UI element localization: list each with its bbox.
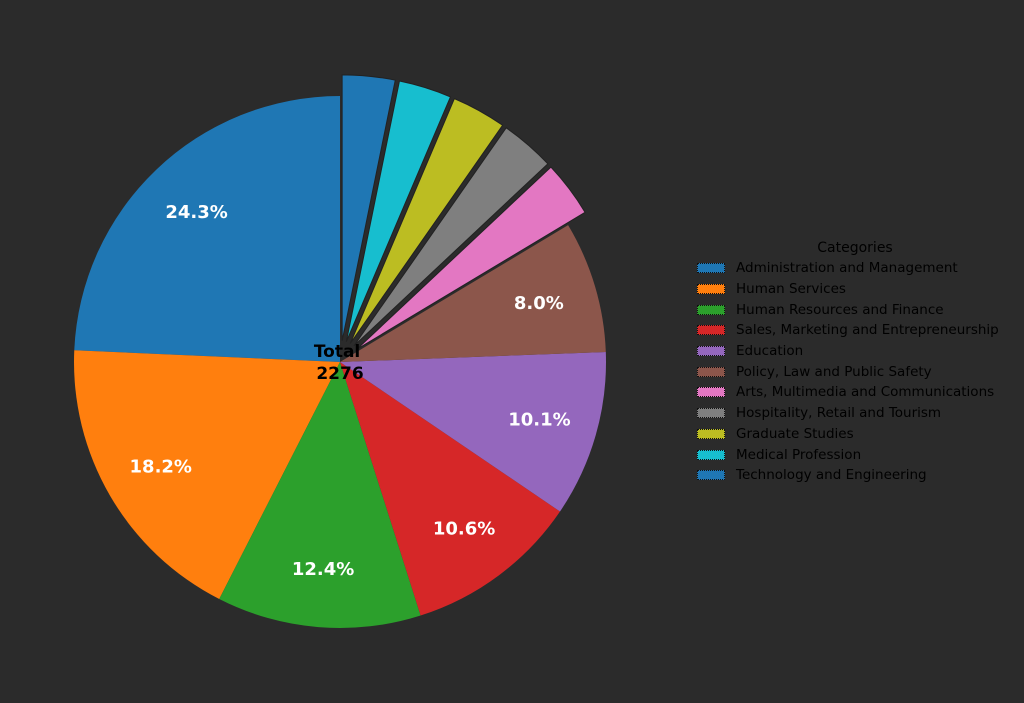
pie-slice-hospitality-retail-and-tourism	[353, 127, 549, 347]
legend-item: Administration and Management	[697, 258, 1017, 279]
legend-items: Administration and Management Human Servi…	[697, 258, 1017, 486]
legend-label: Graduate Studies	[736, 425, 854, 442]
pie-slice-technology-and-engineering	[341, 74, 396, 341]
legend-label: Administration and Management	[736, 260, 958, 277]
legend-label: Medical Profession	[736, 446, 862, 463]
slice-percent-label: 24.3%	[165, 202, 227, 223]
legend-item: Technology and Engineering	[697, 465, 1017, 486]
center-total-line1: Total	[314, 342, 360, 362]
slice-percent-label: 18.2%	[130, 456, 192, 477]
pie-slice-education	[340, 351, 606, 512]
pie-slice-policy-law-and-public-safety	[340, 225, 606, 362]
legend-item: Graduate Studies	[697, 424, 1017, 445]
legend-item: Medical Profession	[697, 444, 1017, 465]
pie-slice-arts-multimedia-and-communications	[356, 166, 586, 350]
center-total-line2: 2276	[316, 364, 363, 384]
pie-slice-medical-profession	[345, 80, 452, 342]
legend-swatch	[697, 325, 725, 336]
pie-slice-graduate-studies	[349, 97, 504, 344]
legend-label: Human Services	[736, 281, 846, 298]
legend-item: Education	[697, 341, 1017, 362]
legend-label: Technology and Engineering	[736, 467, 927, 484]
slice-percent-label: 10.1%	[508, 409, 570, 430]
pie-slice-sales-marketing-and-entrepreneurship	[340, 362, 561, 616]
legend-label: Policy, Law and Public Safety	[736, 363, 932, 380]
legend-label: Sales, Marketing and Entrepreneurship	[736, 322, 999, 339]
pie-slice-administration-and-management	[74, 96, 341, 362]
slice-percent-label: 8.0%	[514, 293, 564, 314]
legend-swatch	[697, 346, 725, 357]
legend-item: Policy, Law and Public Safety	[697, 361, 1017, 382]
legend-swatch	[697, 304, 725, 315]
legend-title: Categories	[817, 240, 893, 256]
legend: Categories Administration and Management…	[697, 238, 1017, 486]
pie-slice-human-resources-and-finance	[219, 362, 421, 628]
legend-label: Hospitality, Retail and Tourism	[736, 405, 942, 422]
center-total-label: Total 2276	[314, 342, 366, 384]
legend-label: Arts, Multimedia and Communications	[736, 384, 995, 401]
legend-swatch	[697, 366, 725, 377]
legend-label: Human Resources and Finance	[736, 301, 944, 318]
pie-slices	[73, 74, 606, 628]
legend-swatch	[697, 428, 725, 439]
percentage-labels: 24.3% 18.2% 12.4% 10.6% 10.1% 8.0%	[130, 202, 571, 580]
legend-swatch	[697, 284, 725, 295]
legend-swatch	[697, 470, 725, 481]
legend-swatch	[697, 449, 725, 460]
legend-item: Hospitality, Retail and Tourism	[697, 403, 1017, 424]
pie-slice-human-services	[73, 350, 340, 600]
legend-item: Human Resources and Finance	[697, 299, 1017, 320]
slice-percent-label: 10.6%	[433, 518, 495, 539]
legend-item: Human Services	[697, 279, 1017, 300]
legend-swatch	[697, 263, 725, 274]
slice-percent-label: 12.4%	[292, 559, 354, 580]
legend-item: Arts, Multimedia and Communications	[697, 382, 1017, 403]
legend-swatch	[697, 387, 725, 398]
legend-item: Sales, Marketing and Entrepreneurship	[697, 320, 1017, 341]
legend-label: Education	[736, 343, 804, 360]
legend-swatch	[697, 408, 725, 419]
